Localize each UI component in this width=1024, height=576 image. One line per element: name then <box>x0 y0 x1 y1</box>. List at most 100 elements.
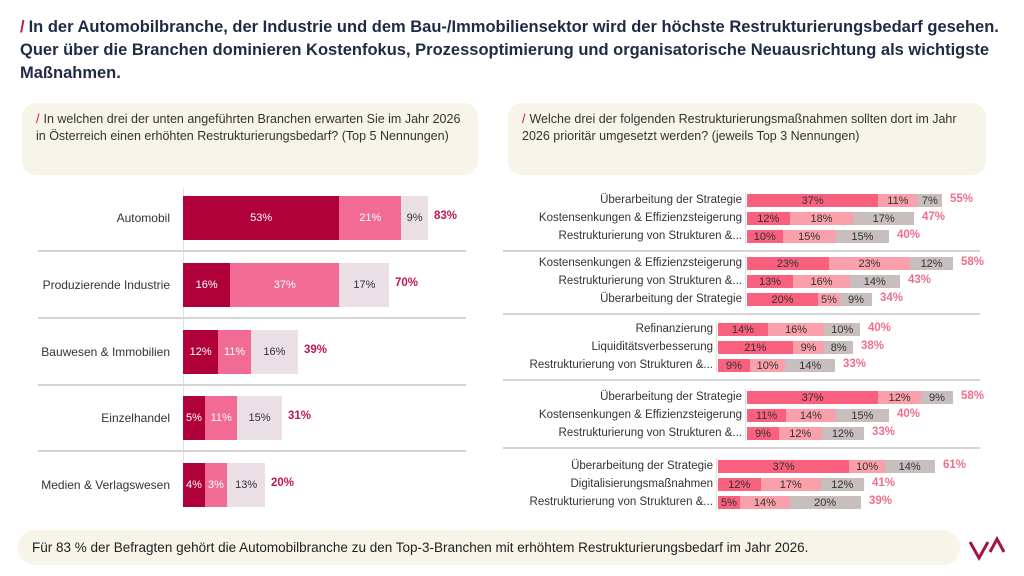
stacked-bar: 13% 16% 14% <box>747 275 900 288</box>
bar-row: Einzelhandel 5% 11% 15% 31% <box>0 396 480 440</box>
bar-segment: 12% <box>183 330 219 374</box>
bar-segment: 23% <box>828 257 911 270</box>
segment-value: 12% <box>831 427 854 440</box>
segment-value: 17% <box>779 478 802 491</box>
bar-segment: 12% <box>778 427 822 440</box>
group-separator <box>503 447 980 449</box>
stacked-bar: 37% 11% 7% <box>747 194 943 207</box>
segment-value: 37% <box>772 460 795 473</box>
segment-value: 10% <box>756 359 779 372</box>
category-label: Bauwesen & Immobilien <box>41 345 170 359</box>
segment-value: 14% <box>753 496 776 509</box>
bar-row: Restrukturierung von Strukturen &... 9% 12… <box>0 426 895 440</box>
total-label: 40% <box>897 229 921 241</box>
stacked-bar: 9% 12% 12% <box>747 427 865 440</box>
segment-value: 7% <box>921 194 938 207</box>
logo <box>968 535 1006 562</box>
bar-segment: 37% <box>747 194 879 207</box>
stacked-bar: 37% 12% 9% <box>747 391 953 404</box>
bar-segment: 11% <box>218 330 251 374</box>
segment-value: 10% <box>753 230 776 243</box>
bar-segment: 9% <box>920 391 953 404</box>
segment-value: 9% <box>928 391 945 404</box>
segment-value: 9% <box>848 293 864 306</box>
segment-value: 15% <box>851 409 874 422</box>
category-label: Restrukturierung von Strukturen &... <box>529 359 713 371</box>
total-label: 39% <box>869 495 893 507</box>
category-label: Digitalisierungsmaßnahmen <box>570 478 713 490</box>
segment-value: 16% <box>785 323 808 336</box>
segment-value: 15% <box>851 230 874 243</box>
stacked-bar: 10% 15% 15% <box>747 230 889 243</box>
total-label: 61% <box>943 459 967 471</box>
total-label: 38% <box>861 340 885 352</box>
bar-segment: 15% <box>835 409 889 422</box>
total-label: 31% <box>288 410 312 422</box>
segment-value: 37% <box>273 279 296 291</box>
bar-segment: 12% <box>820 478 864 491</box>
group-separator <box>503 379 980 381</box>
total-label: 58% <box>961 256 985 268</box>
segment-value: 14% <box>731 323 754 336</box>
group-axis-line <box>716 458 717 510</box>
bar-row: Restrukturierung von Strukturen &... 10% 1… <box>0 229 920 243</box>
segment-value: 16% <box>195 279 218 291</box>
bar-row: Restrukturierung von Strukturen &... 13% 1… <box>0 274 931 288</box>
bar-row: Restrukturierung von Strukturen &... 5% 14… <box>0 495 892 509</box>
bar-segment: 11% <box>205 396 238 440</box>
segment-value: 5% <box>186 412 202 424</box>
bar-segment: 15% <box>237 396 282 440</box>
group-axis-line <box>745 389 746 441</box>
stacked-bar: 37% 10% 14% <box>718 460 935 473</box>
bar-segment: 4% <box>183 463 205 507</box>
bar-row: Kostensenkungen & Effizienzsteigerung 11%… <box>0 408 920 422</box>
segment-value: 11% <box>887 194 909 207</box>
bar-row: Digitalisierungsmaßnahmen 12% 17% 12% 41% <box>0 477 895 491</box>
segment-value: 12% <box>789 427 812 440</box>
bar-segment: 14% <box>884 460 935 473</box>
bar-segment: 15% <box>835 230 889 243</box>
bar-segment: 17% <box>760 478 821 491</box>
segment-value: 14% <box>799 359 822 372</box>
total-label: 41% <box>872 477 896 489</box>
segment-value: 13% <box>235 479 258 491</box>
segment-value: 3% <box>208 479 224 491</box>
stacked-bar: 12% 17% 12% <box>718 478 864 491</box>
total-label: 83% <box>434 210 458 222</box>
bar-segment: 12% <box>821 427 865 440</box>
segment-value: 37% <box>801 391 824 404</box>
category-label: Kostensenkungen & Effizienzsteigerung <box>538 257 742 269</box>
bar-segment: 5% <box>183 396 205 440</box>
segment-value: 8% <box>830 341 847 354</box>
bar-segment: 13% <box>227 463 266 507</box>
bar-row: Restrukturierung von Strukturen &... 9% 10… <box>0 358 866 372</box>
stacked-bar: 23% 23% 12% <box>747 257 953 270</box>
stacked-bar: 9% 10% 14% <box>718 359 836 372</box>
row-separator <box>38 250 466 252</box>
bar-segment: 12% <box>718 478 761 491</box>
segment-value: 20% <box>771 293 794 306</box>
stacked-bar: 16% 37% 17% <box>183 263 390 307</box>
bar-segment: 16% <box>250 330 299 374</box>
bar-row: Automobil 53% 21% 9% 83% <box>0 196 480 240</box>
stacked-bar: 14% 16% 10% <box>718 323 860 336</box>
bar-row: Refinanzierung 14% 16% 10% 40% <box>0 322 891 336</box>
total-label: 47% <box>922 211 946 223</box>
segment-value: 12% <box>757 212 780 225</box>
bar-segment: 53% <box>183 196 340 240</box>
segment-value: 16% <box>263 346 286 358</box>
segment-value: 11% <box>755 409 778 422</box>
category-label: Medien & Verlagswesen <box>41 478 170 492</box>
segment-value: 15% <box>248 412 271 424</box>
bar-segment: 11% <box>747 409 787 422</box>
segment-value: 14% <box>898 460 921 473</box>
bar-segment: 14% <box>785 359 836 372</box>
segment-value: 10% <box>856 460 879 473</box>
segment-value: 21% <box>359 212 382 224</box>
segment-value: 16% <box>810 275 833 288</box>
total-label: 40% <box>897 408 921 420</box>
bar-segment: 14% <box>849 275 900 288</box>
bar-segment: 37% <box>230 263 340 307</box>
segment-value: 12% <box>920 257 943 270</box>
bar-segment: 17% <box>853 212 914 225</box>
